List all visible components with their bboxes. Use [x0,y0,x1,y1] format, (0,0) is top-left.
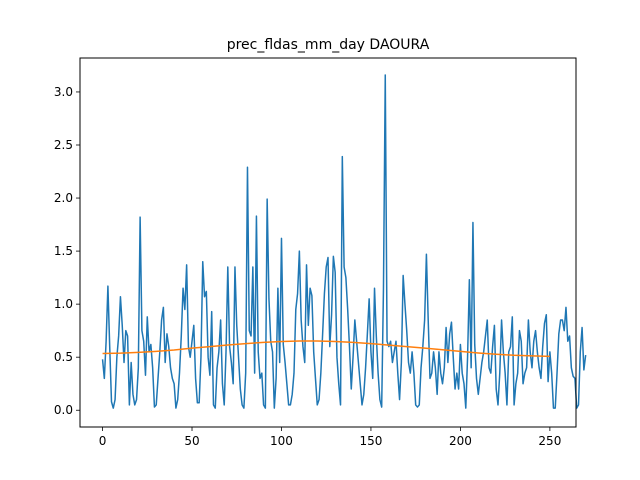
x-tick-label: 0 [99,434,107,448]
plot-lines [101,74,587,409]
y-tick-label: 2.5 [54,138,73,152]
y-tick-label: 1.5 [54,244,73,258]
y-axis: 0.0 0.5 1.0 1.5 2.0 2.5 3.0 [54,85,80,417]
y-tick-label: 3.0 [54,85,73,99]
chart-title: prec_fldas_mm_day DAOURA [227,37,430,53]
plot-frame [79,57,577,428]
x-tick-label: 150 [359,434,382,448]
x-axis: 0 50 100 150 200 250 [99,427,561,448]
x-tick-label: 200 [449,434,472,448]
x-tick-label: 250 [538,434,561,448]
x-tick-label: 50 [184,434,199,448]
series-line-2 [102,340,550,358]
y-tick-label: 1.0 [54,297,73,311]
y-tick-label: 2.0 [54,191,73,205]
y-tick-label: 0.0 [54,403,73,417]
x-tick-label: 100 [270,434,293,448]
y-tick-label: 0.5 [54,350,73,364]
series-line-1 [101,74,587,409]
